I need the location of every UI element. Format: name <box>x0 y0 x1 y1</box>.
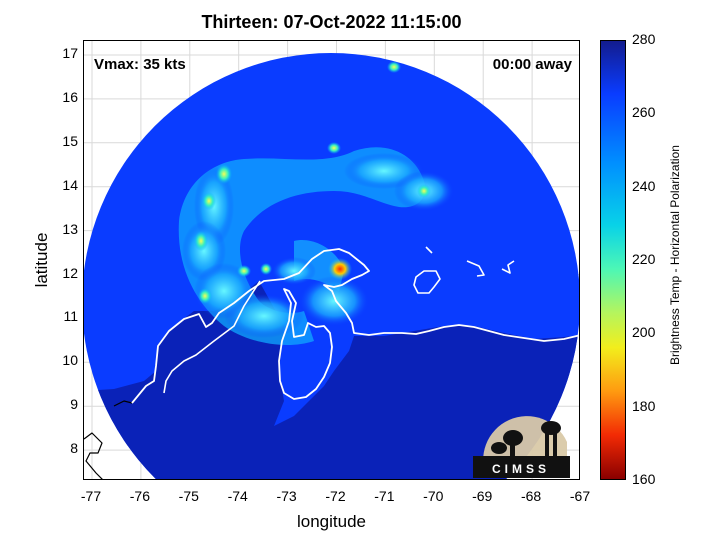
x-tick-label: -77 <box>80 488 102 504</box>
coast-aruba <box>425 246 433 254</box>
y-tick-label: 16 <box>62 88 78 105</box>
colorbar-label: Brightness Temp - Horizontal Polarizatio… <box>668 145 682 365</box>
y-tick-label: 10 <box>62 352 78 369</box>
coast-colombia-venezuela <box>131 248 579 404</box>
cimss-logo: CIMSS <box>473 412 570 478</box>
convective-cell <box>202 192 216 210</box>
map-svg: Vmax: 35 kts 00:00 away <box>84 41 579 479</box>
convective-cell <box>417 184 431 198</box>
x-tick-label: -70 <box>423 488 444 504</box>
y-tick-label: 11 <box>63 308 78 325</box>
colorbar-tick-label: 260 <box>632 104 656 121</box>
y-tick-label: 15 <box>62 132 78 149</box>
convective-core <box>328 258 352 280</box>
vmax-label: Vmax: 35 kts <box>94 56 186 73</box>
convective-cell <box>194 231 208 251</box>
band-cell <box>272 257 316 285</box>
x-tick-label: -73 <box>276 488 297 504</box>
colorbar-tick-label: 280 <box>632 31 656 47</box>
y-tick-label: 17 <box>62 45 78 61</box>
coast-bonaire <box>501 260 515 274</box>
y-tick-label: 13 <box>62 220 78 237</box>
convective-cell <box>327 142 341 154</box>
time-away-label: 00:00 away <box>493 56 573 73</box>
colorbar-tick-label: 220 <box>632 251 656 267</box>
y-tick-label: 14 <box>62 176 78 193</box>
convective-cell <box>198 288 212 304</box>
colorbar <box>600 40 626 480</box>
land-mass <box>84 281 579 479</box>
coast-paraguana <box>413 270 441 294</box>
x-tick-label: -75 <box>178 488 199 504</box>
coast-curacao <box>466 260 485 277</box>
x-tick-label: -76 <box>129 488 150 504</box>
x-tick-label: -72 <box>325 488 346 504</box>
y-tick-label: 9 <box>70 396 78 413</box>
x-axis-label: longitude <box>296 512 366 531</box>
y-tick-label: 8 <box>70 440 78 457</box>
coast-lake <box>278 288 333 400</box>
colorbar-tick-label: 160 <box>632 471 656 487</box>
x-tick-label: -74 <box>227 488 248 504</box>
x-tick-label: -67 <box>569 488 591 504</box>
convective-cell <box>260 263 272 275</box>
colorbar-tick-label: 180 <box>632 397 656 414</box>
x-tick-label: -69 <box>472 488 493 504</box>
y-tick-label: 12 <box>62 264 78 281</box>
convective-cell <box>387 61 401 73</box>
colorbar-tick-label: 200 <box>632 324 656 341</box>
coast-inland <box>163 280 261 394</box>
colorbar-tick-label: 240 <box>632 177 656 194</box>
x-tick-label: -71 <box>374 488 395 504</box>
chart-title: Thirteen: 07-Oct-2022 11:15:00 <box>201 12 462 32</box>
satellite-swath <box>84 53 579 479</box>
map-panel: Vmax: 35 kts 00:00 away <box>83 40 580 480</box>
band-cell <box>299 276 369 326</box>
coastlines <box>84 246 579 479</box>
coast-outside <box>84 400 133 479</box>
convective-cell <box>237 265 251 277</box>
x-tick-label: -68 <box>520 488 542 504</box>
logo-text: CIMSS <box>492 462 550 476</box>
convective-cell <box>216 164 232 184</box>
